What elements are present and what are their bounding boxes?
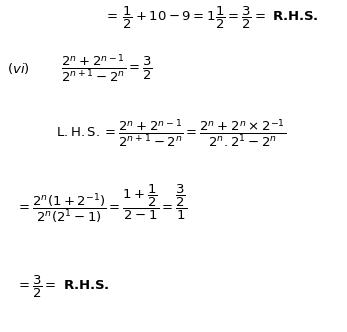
Text: $=\dfrac{2^{n}(1+2^{-1})}{2^{n}(2^{1}-1)}=\dfrac{1+\dfrac{1}{2}}{2-1}=\dfrac{\df: $=\dfrac{2^{n}(1+2^{-1})}{2^{n}(2^{1}-1)… [16,183,187,225]
Text: $\dfrac{2^{n}+2^{n-1}}{2^{n+1}-2^{n}}=\dfrac{3}{2}$: $\dfrac{2^{n}+2^{n-1}}{2^{n+1}-2^{n}}=\d… [61,52,152,84]
Text: $=\dfrac{3}{2}=$ R.H.S.: $=\dfrac{3}{2}=$ R.H.S. [16,274,109,300]
Text: $(vi)$: $(vi)$ [7,60,29,76]
Text: $\mathrm{L.H.S.}=\dfrac{2^{n}+2^{n-1}}{2^{n+1}-2^{n}}=\dfrac{2^{n}+2^{n}\times 2: $\mathrm{L.H.S.}=\dfrac{2^{n}+2^{n-1}}{2… [56,117,286,149]
Text: $=\,\dfrac{1}{2}+10-9=1\dfrac{1}{2}=\dfrac{3}{2}=$ R.H.S.: $=\,\dfrac{1}{2}+10-9=1\dfrac{1}{2}=\dfr… [104,5,319,31]
